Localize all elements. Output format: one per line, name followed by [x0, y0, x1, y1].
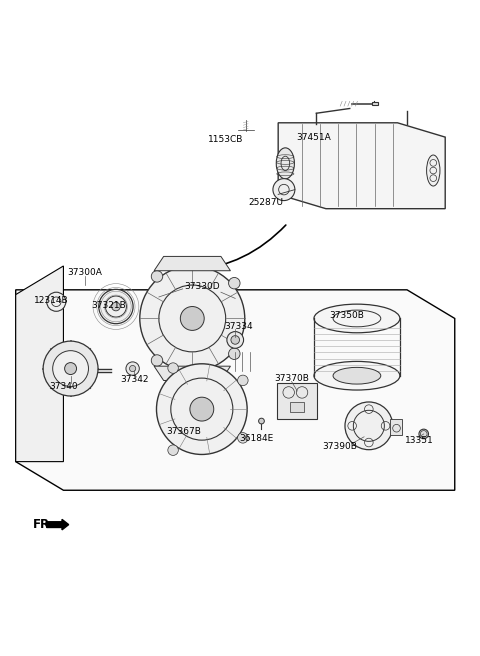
Ellipse shape	[43, 341, 98, 396]
Polygon shape	[154, 366, 230, 380]
FancyBboxPatch shape	[390, 419, 402, 436]
Ellipse shape	[333, 367, 381, 384]
Text: 12314B: 12314B	[34, 297, 69, 305]
Ellipse shape	[190, 397, 214, 421]
Ellipse shape	[419, 429, 429, 439]
Ellipse shape	[231, 336, 240, 344]
Ellipse shape	[227, 331, 243, 348]
Text: 1153CB: 1153CB	[208, 135, 243, 144]
FancyBboxPatch shape	[290, 402, 304, 411]
Ellipse shape	[126, 362, 139, 375]
Text: 25287U: 25287U	[249, 199, 284, 207]
Ellipse shape	[130, 365, 136, 372]
Text: 37340: 37340	[49, 382, 78, 391]
Ellipse shape	[156, 364, 247, 455]
Text: 37330D: 37330D	[184, 282, 220, 291]
Ellipse shape	[140, 266, 245, 371]
Ellipse shape	[65, 363, 76, 375]
Polygon shape	[16, 266, 63, 462]
Circle shape	[228, 277, 240, 289]
Text: 37321B: 37321B	[91, 300, 126, 310]
Text: FR.: FR.	[33, 518, 54, 531]
Text: 37342: 37342	[121, 375, 149, 384]
FancyArrow shape	[47, 520, 69, 530]
Circle shape	[151, 271, 163, 282]
Ellipse shape	[273, 178, 295, 201]
Circle shape	[238, 432, 248, 443]
Ellipse shape	[99, 289, 133, 323]
Ellipse shape	[427, 155, 440, 186]
Text: 37451A: 37451A	[297, 133, 331, 142]
Circle shape	[168, 363, 179, 373]
Ellipse shape	[112, 302, 120, 311]
Text: 37367B: 37367B	[167, 427, 202, 436]
Text: 37334: 37334	[225, 321, 253, 331]
Text: 37370B: 37370B	[274, 374, 309, 382]
Ellipse shape	[314, 361, 400, 390]
Circle shape	[259, 418, 264, 424]
Circle shape	[238, 375, 248, 386]
Circle shape	[151, 355, 163, 366]
Text: 37350B: 37350B	[329, 310, 364, 319]
Polygon shape	[278, 123, 445, 209]
Polygon shape	[154, 256, 230, 271]
Text: 36184E: 36184E	[239, 434, 273, 443]
Text: 37300A: 37300A	[68, 268, 102, 277]
Circle shape	[168, 445, 179, 455]
Text: 37390B: 37390B	[323, 442, 358, 451]
Ellipse shape	[276, 148, 294, 179]
Text: 13351: 13351	[405, 436, 433, 445]
Circle shape	[228, 348, 240, 359]
Ellipse shape	[47, 292, 66, 312]
FancyBboxPatch shape	[372, 102, 378, 105]
Ellipse shape	[180, 306, 204, 331]
Ellipse shape	[345, 402, 393, 450]
FancyBboxPatch shape	[277, 383, 317, 419]
Ellipse shape	[314, 304, 400, 333]
Ellipse shape	[53, 351, 88, 386]
Polygon shape	[16, 290, 455, 490]
